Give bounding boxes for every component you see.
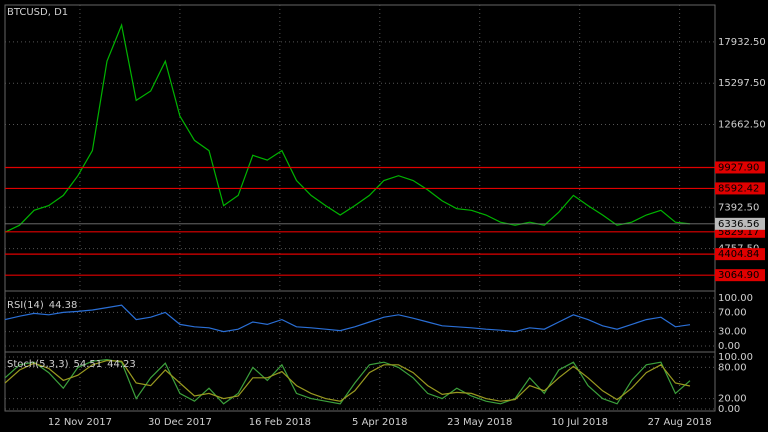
level-tag: [715, 161, 765, 174]
title-text: RSI(14): [7, 300, 44, 311]
price-tag: [715, 217, 765, 230]
level-tag: [715, 182, 765, 195]
pane-title: Stoch(5,3,3) 54.51 44.23: [7, 359, 136, 370]
y-tick-label: 20.00: [718, 394, 747, 405]
pane-title: RSI(14) 44.38: [7, 300, 77, 311]
y-tick-label: 7392.50: [718, 202, 759, 213]
legend-value: 44.23: [107, 359, 136, 370]
level-tag: [715, 248, 765, 261]
x-tick-label: 10 Jul 2018: [551, 417, 608, 428]
level-label: 5829.17: [718, 227, 759, 238]
y-tick-label: 100.00: [718, 352, 753, 363]
legend-value: 44.38: [49, 300, 78, 311]
y-tick-label: 17932.50: [718, 37, 766, 48]
level-label: 4404.84: [718, 249, 759, 260]
y-tick-label: 0.00: [718, 341, 740, 352]
frame: [4, 4, 716, 412]
y-tick-label: 30.00: [718, 327, 747, 338]
y-tick-label: 0.00: [718, 404, 740, 415]
legend-value: 54.51: [73, 359, 102, 370]
x-tick-label: 16 Feb 2018: [249, 417, 311, 428]
x-tick-label: 5 Apr 2018: [352, 417, 407, 428]
indicator-line: [4, 304, 691, 333]
y-tick-label: 12662.50: [718, 120, 766, 131]
title-text: Stoch(5,3,3): [7, 359, 69, 370]
level-label: 8592.42: [718, 183, 759, 194]
y-tick-label: 70.00: [718, 307, 747, 318]
title-text: BTCUSD, D1: [7, 7, 68, 18]
pane-title: BTCUSD, D1: [7, 7, 68, 18]
level-label: 9927.90: [718, 162, 759, 173]
x-tick-label: 12 Nov 2017: [48, 417, 112, 428]
price-label: 6336.56: [718, 219, 759, 230]
y-tick-label: 100.00: [718, 293, 753, 304]
indicator-line: [4, 359, 691, 402]
x-tick-label: 30 Dec 2017: [148, 417, 212, 428]
y-tick-label: 80.00: [718, 362, 747, 373]
x-tick-label: 27 Aug 2018: [648, 417, 712, 428]
level-label: 3064.90: [718, 270, 759, 281]
x-tick-label: 23 May 2018: [447, 417, 512, 428]
y-tick-label: 15297.50: [718, 78, 766, 89]
level-tag: [715, 269, 765, 282]
price-line: [4, 22, 691, 233]
indicator-line: [4, 358, 691, 405]
